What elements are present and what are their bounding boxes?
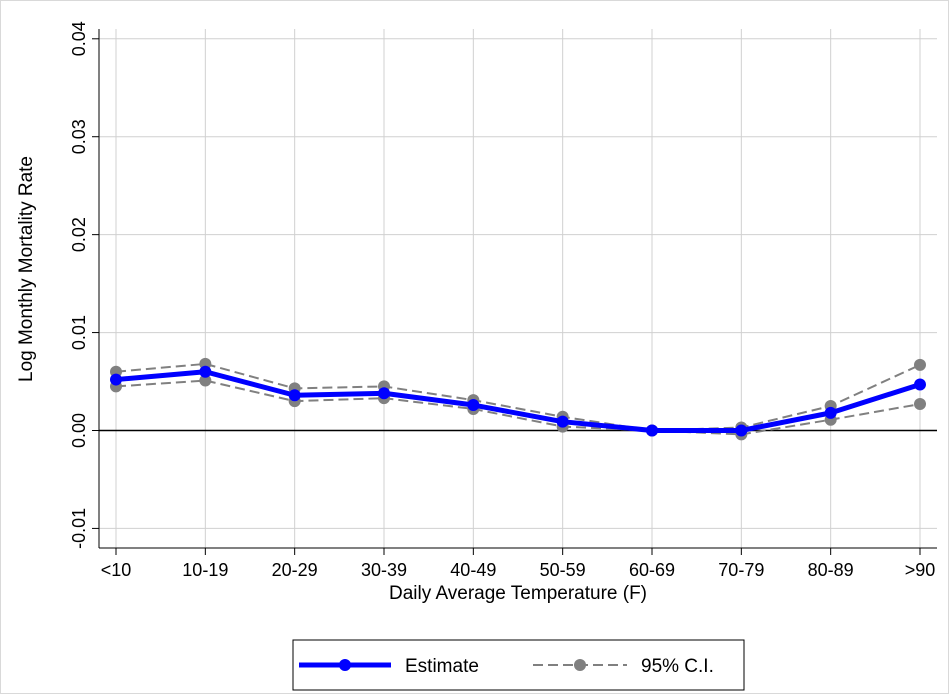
ci-upper-line <box>115 362 921 432</box>
estimate-point <box>646 424 658 437</box>
estimate-point <box>556 415 569 428</box>
y-axis: -0.01 0.00 0.01 0.02 0.03 0.04 <box>69 21 100 549</box>
x-tick-label: >90 <box>905 560 936 580</box>
x-tick-label: 20-29 <box>272 560 318 580</box>
ci-lower-line <box>115 379 921 436</box>
y-tick-label: 0.00 <box>69 413 89 448</box>
x-tick-label: 50-59 <box>540 560 586 580</box>
estimate-point <box>824 406 837 419</box>
grid <box>99 29 937 548</box>
y-tick-label: -0.01 <box>69 508 89 549</box>
estimate-point <box>288 389 301 402</box>
ci-point <box>914 398 926 411</box>
x-axis: <10 10-19 20-29 30-39 40-49 50-59 60-69 70-79 80… <box>99 547 937 580</box>
y-axis-label: Log Monthly Mortality Rate <box>16 156 37 382</box>
legend-label-ci: 95% C.I. <box>641 656 714 677</box>
ci-point <box>199 374 212 387</box>
estimate-point <box>378 387 390 400</box>
x-tick-label: 10-19 <box>182 560 228 580</box>
ci-point <box>914 358 926 371</box>
legend-ci-marker <box>574 659 586 671</box>
estimate-point <box>735 424 748 437</box>
series-layer <box>99 357 937 441</box>
x-tick-label: 80-89 <box>808 560 854 580</box>
x-tick-label: 60-69 <box>629 560 675 580</box>
estimate-point <box>914 378 926 391</box>
x-tick-label: <10 <box>101 560 132 580</box>
x-tick-label: 40-49 <box>450 560 496 580</box>
x-axis-label: Daily Average Temperature (F) <box>389 583 647 604</box>
y-tick-label: 0.04 <box>69 21 89 56</box>
x-tick-label: 70-79 <box>718 560 764 580</box>
legend-estimate-marker <box>339 659 351 671</box>
estimate-point <box>199 365 212 378</box>
x-tick-label: 30-39 <box>361 560 407 580</box>
legend-label-estimate: Estimate <box>405 656 479 677</box>
estimate-point <box>467 399 480 412</box>
estimate-line <box>115 369 921 433</box>
y-tick-label: 0.03 <box>69 119 89 154</box>
y-tick-label: 0.02 <box>69 217 89 252</box>
estimate-point <box>110 373 122 386</box>
y-tick-label: 0.01 <box>69 315 89 350</box>
legend: Estimate 95% C.I. <box>292 639 745 691</box>
